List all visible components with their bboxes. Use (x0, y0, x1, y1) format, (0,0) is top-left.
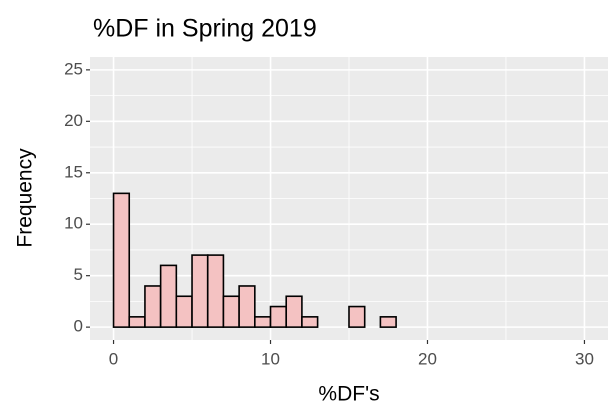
bar (348, 305, 366, 328)
y-tick-label: 5 (74, 265, 83, 284)
bar (285, 295, 303, 328)
y-tick-label: 15 (64, 162, 83, 181)
y-tick-label: 0 (74, 317, 83, 336)
bar (301, 316, 319, 328)
bar (379, 316, 397, 328)
y-axis-label: Frequency (14, 148, 37, 248)
bar (112, 192, 131, 328)
bar (254, 316, 272, 328)
x-tick-label: 30 (575, 349, 594, 368)
x-tick-label: 20 (418, 349, 437, 368)
x-axis-label: %DF's (318, 383, 379, 406)
bar (175, 295, 193, 328)
bar (144, 285, 162, 328)
y-tick-label: 20 (64, 111, 83, 130)
bar (159, 264, 178, 328)
bar (269, 305, 288, 328)
bar (222, 295, 240, 328)
x-tick-label: 0 (109, 349, 118, 368)
bar (238, 285, 256, 328)
bar (206, 254, 225, 328)
bar (128, 316, 146, 328)
y-tick-label: 10 (64, 214, 83, 233)
chart-title: %DF in Spring 2019 (93, 15, 317, 43)
bar (191, 254, 209, 328)
x-tick-label: 10 (261, 349, 280, 368)
y-tick-label: 25 (64, 59, 83, 78)
